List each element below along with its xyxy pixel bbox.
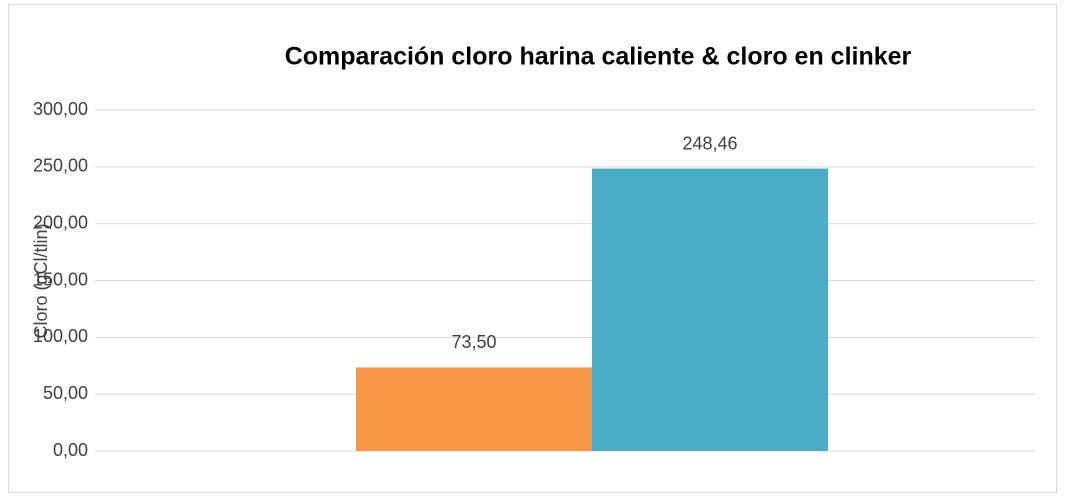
y-tick-label: 250,00 — [33, 156, 88, 176]
chart-title: Comparación cloro harina caliente & clor… — [285, 43, 912, 71]
y-tick-label: 150,00 — [33, 269, 88, 289]
y-tick-label: 200,00 — [33, 212, 88, 232]
bar — [592, 168, 828, 451]
bar — [356, 367, 592, 451]
y-tick-label: 50,00 — [43, 383, 88, 403]
data-label: 248,46 — [682, 133, 737, 153]
data-label: 73,50 — [451, 332, 496, 352]
y-tick-label: 100,00 — [33, 326, 88, 346]
y-tick-label: 300,00 — [33, 99, 88, 119]
y-axis-label: Cloro (gCl/tlin) — [31, 223, 51, 338]
y-tick-label: 0,00 — [53, 440, 88, 460]
